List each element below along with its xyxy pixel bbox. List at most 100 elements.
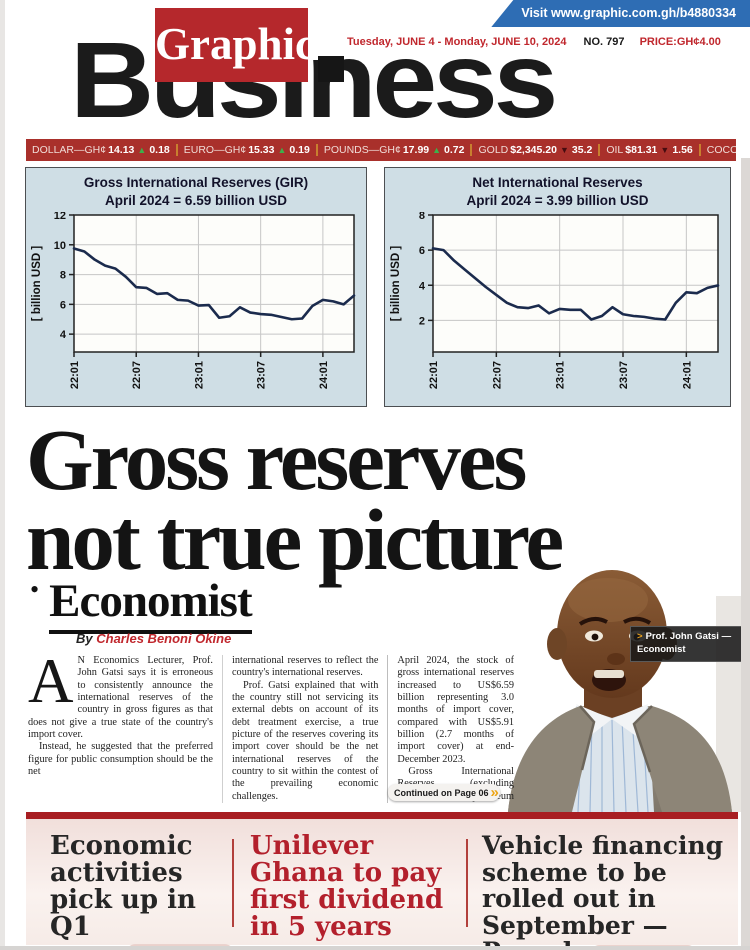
photo-caption: > Prof. John Gatsi — Economist [630,626,750,662]
ticker-label: GOLD [478,144,509,156]
business-logo: Business [70,19,558,140]
svg-text:23:07: 23:07 [618,361,630,389]
ticker-change: 0.18 [149,144,170,156]
page-edge-left [0,0,5,950]
svg-text:4: 4 [419,280,426,292]
svg-text:24:01: 24:01 [681,361,693,389]
page-edge-right [741,158,750,950]
ticker-item-pounds: POUNDS—GH¢ 17.99 ▲ 0.72 [315,144,471,156]
continued-on-page-badge[interactable]: Continued on Page 06 » [388,784,500,801]
ticker-label: COCOA [706,144,736,156]
svg-text:[ billion USD ]: [ billion USD ] [31,246,43,322]
svg-text:4: 4 [60,329,67,341]
svg-text:6: 6 [419,245,425,257]
up-arrow-icon: ▲ [137,145,147,155]
ticker-change: 35.2 [571,144,593,156]
drop-cap: A [28,655,74,716]
teaser-title: Economic activities pick up in Q1 [50,831,196,943]
svg-text:10: 10 [54,240,66,252]
byline: By Charles Benoni Okine [76,631,231,646]
ticker-value: 14.13 [108,144,135,156]
svg-text:[ billion USD ]: [ billion USD ] [390,246,402,322]
ticker-item-cocoa: COCOA $9,360 ▲ 1,066 [698,144,736,156]
ticker-value: 17.99 [402,144,430,156]
down-arrow-icon: ▼ [559,145,569,155]
teaser-title: Vehicle financing scheme to be rolled ou… [482,831,724,950]
ticker-label: POUNDS—GH¢ [323,144,401,156]
chevron-right-icon: » [490,784,500,801]
teaser-divider [466,839,468,927]
ticker-item-oil: OIL $81.31 ▼ 1.56 [598,144,698,156]
svg-text:23:07: 23:07 [256,361,268,389]
market-ticker: DOLLAR—GH¢ 14.13 ▲ 0.18 EURO—GH¢ 15.33 ▲… [26,139,736,161]
bottom-teaser-strip: Economic activities pick up in Q1 • Page… [26,819,738,950]
svg-text:8: 8 [419,212,425,222]
svg-text:22:01: 22:01 [69,361,81,389]
visit-website-banner[interactable]: Visit www.graphic.com.gh/b4880334 [491,0,750,27]
page-edge-bottom [0,946,750,950]
article-column-3: April 2024, the stock of gross internati… [388,655,514,803]
chevron-right-icon: > [637,631,643,642]
teaser-unilever-dividend[interactable]: Unilever Ghana to pay first dividend in … [250,831,458,950]
up-arrow-icon: ▲ [277,145,287,155]
headline-kicker: • Economist [30,574,253,634]
headline-line1: Gross reserves [26,411,527,508]
net-reserves-line-chart: 2 4 6 8 22:01 22:07 23:01 23:07 24:01 [ billion U… [387,210,728,404]
economist-photo [478,556,750,813]
down-arrow-icon: ▼ [660,145,670,155]
svg-text:8: 8 [60,270,66,282]
net-reserves-chart-panel: Net International Reserves April 2024 = … [384,167,731,407]
continued-text: Continued on Page 06 [394,787,489,798]
paragraph: N Economics Lecturer, Prof. John Gatsi s… [28,655,213,741]
teaser-economic-activities[interactable]: Economic activities pick up in Q1 • Page… [50,831,240,950]
ticker-value: $81.31 [625,144,658,156]
ticker-label: OIL [606,144,624,156]
ticker-value: 15.33 [248,144,275,156]
up-arrow-icon: ▲ [432,145,442,155]
chart-subtitle: April 2024 = 3.99 billion USD [466,192,649,208]
svg-text:23:01: 23:01 [555,361,567,389]
teaser-divider [232,839,234,927]
chart-title: Gross International Reserves (GIR) [83,175,309,190]
red-divider-rule [26,812,738,819]
ticker-change: 0.72 [444,144,465,156]
svg-text:22:07: 22:07 [131,361,143,389]
paragraph: Instead, he suggested that the preferred… [28,741,213,778]
byline-prefix: By [76,631,93,646]
article-column-2: international reserves to reflect the co… [223,655,389,803]
ticker-change: 0.19 [289,144,310,156]
bullet-icon: • [30,575,40,604]
logo-period-square [318,56,344,82]
ticker-label: DOLLAR—GH¢ [32,144,107,156]
svg-text:23:01: 23:01 [193,361,205,389]
svg-text:22:01: 22:01 [428,361,440,389]
gross-reserves-line-chart: 4 6 8 10 12 22:01 22:07 23:01 23:07 24:01 [ billio… [28,210,364,404]
byline-author: Charles Benoni Okine [96,631,232,646]
main-headline: Gross reserves not true picture [26,411,741,583]
caption-line2: Economist [637,643,686,655]
ticker-value: $2,345.20 [510,144,557,156]
svg-text:24:01: 24:01 [318,361,330,389]
paragraph: Prof. Gatsi explained that with the coun… [231,679,379,802]
svg-text:6: 6 [60,299,66,311]
chart-title: Net International Reserves [472,175,643,190]
paragraph: international reserves to reflect the co… [231,655,379,679]
ticker-change: 1.56 [672,144,693,156]
portrait-illustration [508,570,750,813]
paragraph: April 2024, the stock of gross internati… [397,655,514,765]
teaser-title: Unilever Ghana to pay first dividend in … [250,831,444,943]
svg-text:22:07: 22:07 [491,361,503,389]
svg-text:12: 12 [54,212,66,222]
ticker-item-gold: GOLD $2,345.20 ▼ 35.2 [470,144,598,156]
ticker-item-dollar: DOLLAR—GH¢ 14.13 ▲ 0.18 [26,144,176,156]
gross-reserves-chart-panel: Gross International Reserves (GIR) April… [25,167,367,407]
caption-line1: Prof. John Gatsi — [645,631,732,642]
dateline: Tuesday, JUNE 4 - Monday, JUNE 10, 2024 … [347,36,721,48]
ticker-label: EURO—GH¢ [183,144,247,156]
ticker-item-euro: EURO—GH¢ 15.33 ▲ 0.19 [175,144,316,156]
teaser-vehicle-financing[interactable]: Vehicle financing scheme to be rolled ou… [482,831,734,950]
chart-subtitle: April 2024 = 6.59 billion USD [105,192,287,208]
issue-date: Tuesday, JUNE 4 - Monday, JUNE 10, 2024 [347,36,567,48]
